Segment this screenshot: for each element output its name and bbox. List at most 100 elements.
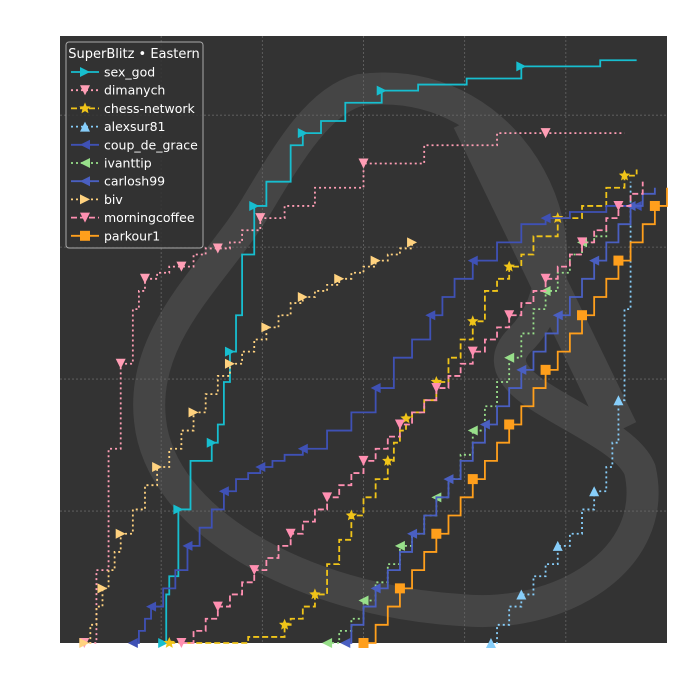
data-point-biv: [261, 322, 272, 333]
data-point-biv: [188, 407, 199, 418]
data-point-sex_god: [206, 437, 217, 448]
legend-marker-dimanych: [80, 85, 90, 96]
data-point-biv: [334, 273, 345, 284]
data-point-ivanttip: [504, 352, 515, 363]
legend-marker-alexsur81: [80, 121, 90, 132]
series-line-chess-network: [169, 169, 638, 644]
data-point-chess-network: [382, 454, 394, 466]
legend-marker-parkour1: [80, 230, 90, 241]
data-point-coup_de_grace: [127, 638, 138, 648]
legend-label-coup_de_grace: coup_de_grace: [104, 137, 198, 152]
series-line-sex_god: [163, 59, 637, 644]
data-point-sex_god: [516, 61, 527, 72]
data-point-biv: [407, 237, 418, 248]
data-point-parkour1: [577, 310, 588, 321]
legend-entry-parkour1: parkour1: [71, 228, 160, 243]
legend-label-carlosh99: carlosh99: [104, 174, 165, 189]
data-point-coup_de_grace: [218, 486, 229, 497]
data-point-morningcoffee: [467, 346, 478, 357]
legend-label-dimanych: dimanych: [104, 83, 165, 98]
series-line-biv: [84, 242, 413, 644]
data-point-carlosh99: [479, 419, 490, 430]
data-point-coup_de_grace: [540, 213, 551, 224]
data-point-coup_de_grace: [425, 310, 436, 321]
data-point-morningcoffee: [322, 492, 333, 503]
legend-marker-morningcoffee: [80, 212, 90, 223]
legend-label-ivanttip: ivanttip: [104, 156, 152, 171]
data-point-dimanych: [212, 243, 223, 254]
data-point-ivanttip: [322, 638, 333, 648]
data-point-sex_god: [173, 504, 184, 515]
data-point-morningcoffee: [176, 638, 187, 648]
data-point-coup_de_grace: [255, 461, 266, 472]
legend-marker-coup_de_grace: [80, 139, 90, 150]
data-point-coup_de_grace: [370, 383, 381, 394]
data-point-sex_god: [158, 638, 169, 648]
data-point-coup_de_grace: [182, 540, 193, 551]
data-point-carlosh99: [407, 528, 418, 539]
data-point-morningcoffee: [285, 528, 296, 539]
legend-entry-coup_de_grace: coup_de_grace: [71, 137, 198, 152]
data-point-parkour1: [504, 419, 515, 430]
data-point-dimanych: [115, 358, 126, 369]
legend-label-chess-network: chess-network: [104, 101, 196, 116]
series-carlosh99: [340, 187, 656, 648]
data-point-morningcoffee: [212, 601, 223, 612]
legend-marker-chess-network: [79, 102, 91, 114]
data-point-chess-network: [503, 260, 515, 272]
data-point-alexsur81: [589, 486, 600, 497]
data-point-parkour1: [540, 364, 551, 375]
series-layer: [79, 59, 668, 648]
data-point-chess-network: [618, 169, 631, 181]
series-alexsur81: [485, 181, 632, 648]
data-point-morningcoffee: [504, 310, 515, 321]
data-point-sex_god: [376, 85, 387, 96]
legend-label-parkour1: parkour1: [104, 228, 160, 243]
data-point-morningcoffee: [249, 565, 260, 576]
data-point-morningcoffee: [431, 383, 442, 394]
data-point-coup_de_grace: [467, 255, 478, 266]
data-point-biv: [224, 358, 235, 369]
legend-entries: sex_god dimanych chess-network alexsur81 cou…: [71, 65, 198, 243]
data-point-coup_de_grace: [297, 443, 308, 454]
series-line-alexsur81: [490, 181, 632, 644]
legend-entry-biv: biv: [71, 192, 123, 207]
legend-label-morningcoffee: morningcoffee: [104, 210, 195, 225]
data-point-parkour1: [649, 200, 660, 211]
data-point-chess-network: [345, 509, 358, 521]
data-point-alexsur81: [552, 540, 563, 551]
series-line-coup_de_grace: [132, 205, 637, 644]
data-point-parkour1: [431, 528, 442, 539]
series-line-morningcoffee: [181, 181, 644, 644]
legend-label-biv: biv: [104, 192, 123, 207]
series-parkour1: [358, 187, 668, 648]
legend-entry-sex_god: sex_god: [71, 65, 155, 80]
data-point-morningcoffee: [540, 273, 551, 284]
series-line-carlosh99: [345, 187, 656, 644]
data-point-alexsur81: [613, 395, 624, 406]
data-point-dimanych: [255, 213, 266, 224]
data-point-biv: [115, 528, 126, 539]
data-point-sex_god: [224, 346, 235, 357]
data-point-chess-network: [309, 588, 321, 600]
legend-box: [65, 41, 204, 249]
data-point-sex_god: [249, 200, 260, 211]
legend-marker-ivanttip: [80, 158, 90, 168]
legend-entry-alexsur81: alexsur81: [71, 119, 165, 134]
data-point-parkour1: [467, 474, 478, 485]
series-coup_de_grace: [127, 200, 642, 648]
legend-entry-chess-network: chess-network: [71, 101, 196, 116]
series-morningcoffee: [176, 181, 644, 648]
legend-entry-dimanych: dimanych: [71, 83, 165, 98]
series-biv: [79, 237, 418, 648]
data-point-parkour1: [358, 638, 369, 648]
data-point-ivanttip: [394, 540, 405, 551]
series-sex_god: [158, 59, 637, 648]
data-point-parkour1: [613, 255, 624, 266]
series-line-parkour1: [363, 187, 668, 644]
legend: SuperBlitz • Eastern sex_god dimanych ches…: [65, 41, 204, 249]
data-point-carlosh99: [589, 255, 600, 266]
data-point-morningcoffee: [613, 200, 624, 211]
data-point-chess-network: [163, 637, 175, 648]
